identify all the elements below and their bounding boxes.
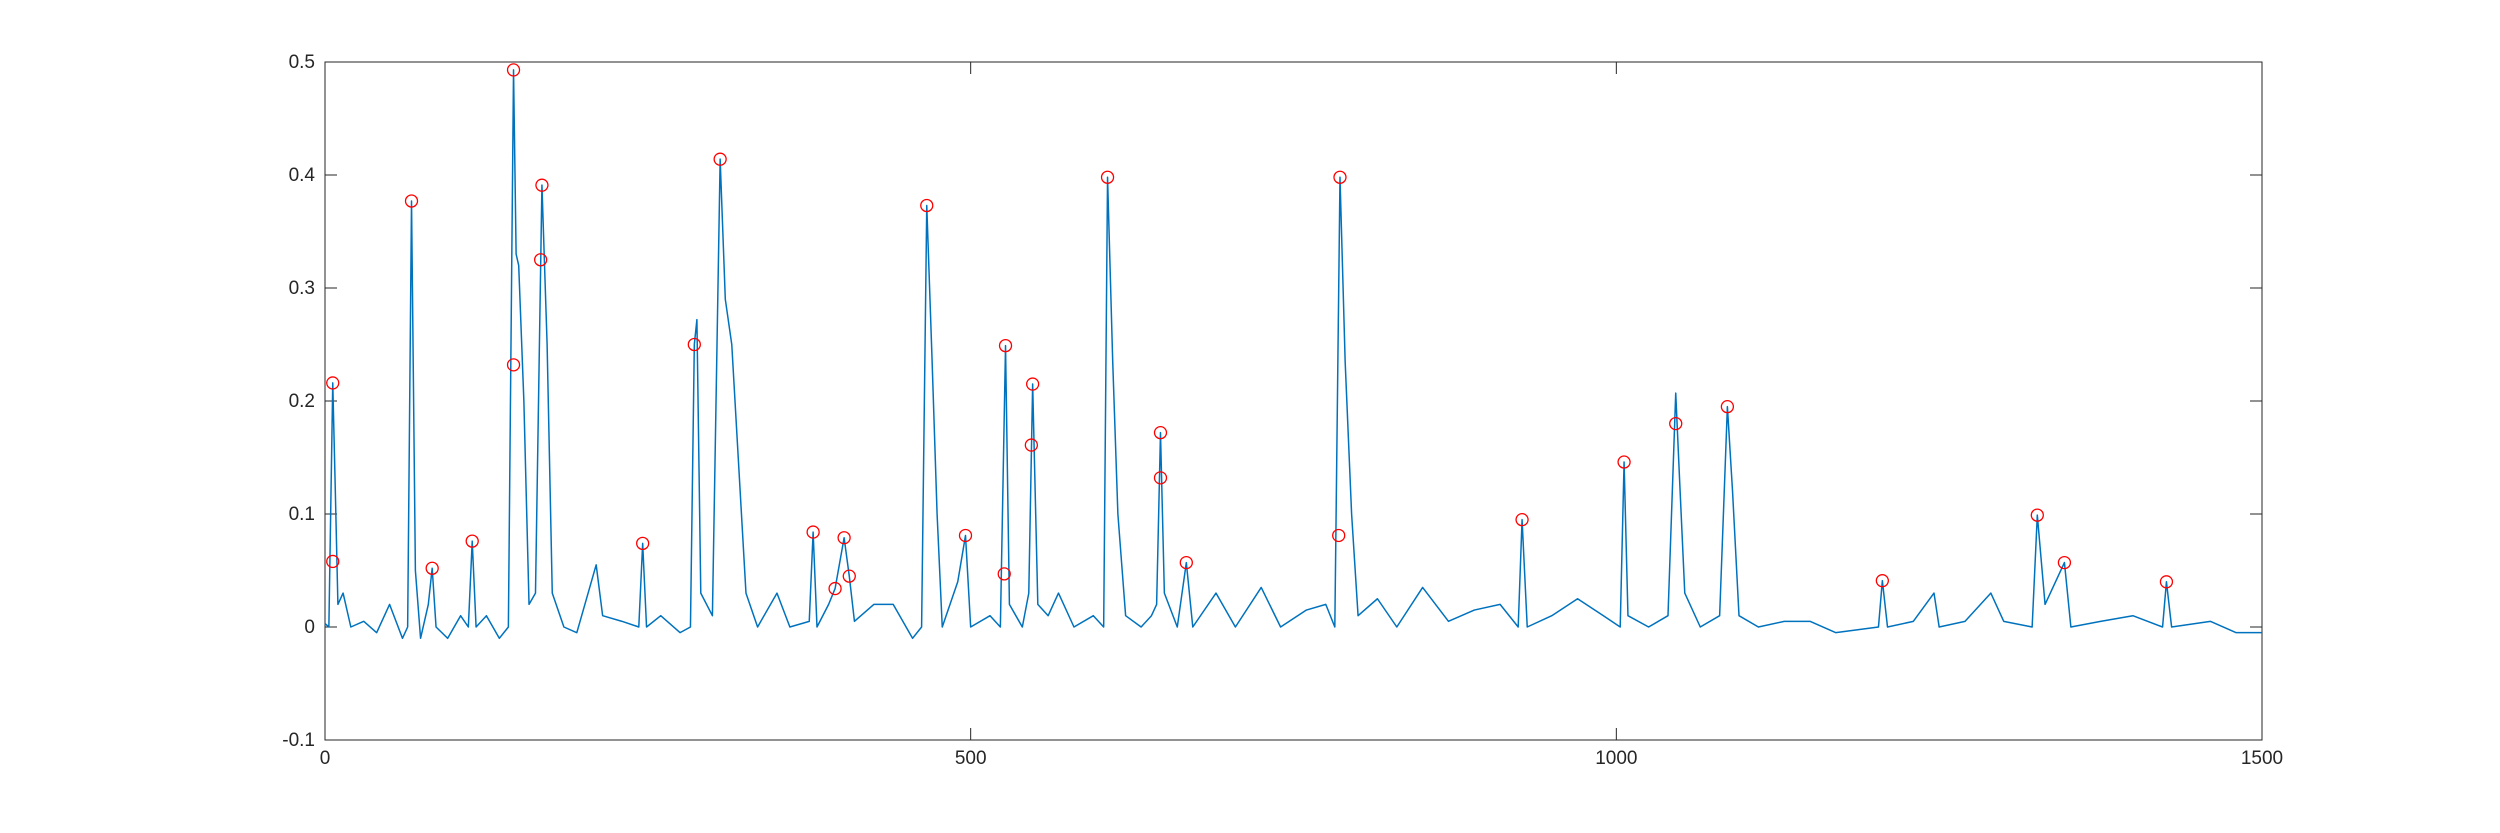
peak-marker [1153, 471, 1168, 485]
y-tick-label: 0.4 [289, 165, 316, 186]
y-tick-label: 0.2 [289, 391, 315, 412]
peak-marker [998, 338, 1013, 353]
peak-marker [1024, 438, 1039, 452]
peak-marker [828, 581, 842, 596]
plot-area [324, 61, 2263, 741]
y-tick-label: 0.3 [289, 278, 315, 299]
peak-marker [404, 194, 419, 208]
peak-marker [2057, 555, 2072, 570]
peak-marker [425, 561, 439, 575]
peak-marker [920, 198, 934, 213]
x-tick-label: 1000 [1595, 748, 1637, 769]
x-tick-label: 1500 [2241, 748, 2283, 769]
peak-marker [1875, 574, 1889, 588]
x-tick-label: 0 [320, 748, 331, 769]
peak-marker [535, 178, 549, 192]
peak-marker [326, 554, 340, 569]
peak-marker [1617, 455, 1631, 469]
peak-marker [465, 534, 479, 548]
peak-marker [2159, 575, 2174, 589]
peak-marker [506, 63, 521, 77]
x-tick-label: 500 [955, 748, 987, 769]
peak-marker [1669, 416, 1683, 431]
peak-marker [636, 536, 650, 551]
peak-marker [2030, 508, 2044, 522]
peak-marker [997, 567, 1011, 581]
peak-marker [1179, 555, 1193, 570]
peak-marker [1026, 377, 1040, 391]
peak-marker [1153, 425, 1168, 440]
y-tick-label: 0.5 [289, 52, 315, 73]
peak-marker [326, 376, 340, 390]
y-tick-label: 0 [304, 617, 315, 638]
peak-marker [837, 531, 851, 545]
peak-marker [1720, 399, 1735, 414]
peak-marker [842, 569, 856, 583]
peak-marker [687, 337, 701, 352]
peak-marker [958, 528, 973, 543]
y-tick-label: -0.1 [282, 730, 315, 751]
signal-line [324, 69, 2262, 640]
peak-marker [1333, 170, 1347, 184]
peak-marker [806, 525, 820, 539]
peak-marker [534, 253, 548, 267]
peak-marker [1332, 528, 1346, 543]
y-tick-label: 0.1 [289, 504, 315, 525]
peak-marker [506, 358, 521, 372]
peak-marker [1515, 513, 1529, 527]
peak-marker [1100, 170, 1115, 184]
peak-marker [713, 152, 727, 166]
